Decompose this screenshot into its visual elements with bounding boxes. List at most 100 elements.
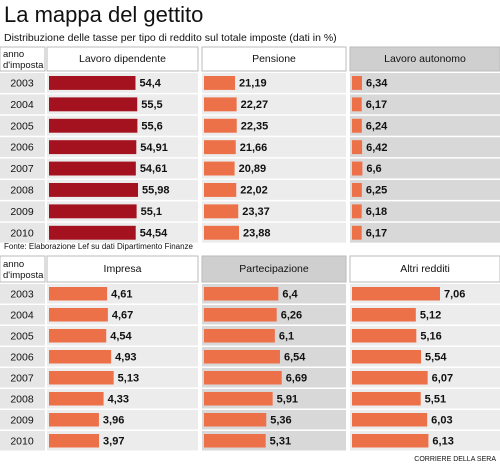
row-bg xyxy=(0,368,45,388)
row-bg xyxy=(202,73,346,93)
row-bg xyxy=(0,347,45,367)
bar xyxy=(49,329,107,343)
value-label: 5,36 xyxy=(270,414,291,426)
value-label: 21,66 xyxy=(240,142,268,154)
value-label: 4,54 xyxy=(110,330,132,342)
row-bg xyxy=(0,284,45,304)
column-header: Impresa xyxy=(104,263,142,275)
row-bg xyxy=(0,305,45,325)
value-label: 3,96 xyxy=(103,414,124,426)
bar xyxy=(352,329,417,343)
value-label: 54,54 xyxy=(140,227,168,239)
value-label: 4,67 xyxy=(112,309,133,321)
value-label: 6,6 xyxy=(366,163,381,175)
bar xyxy=(352,118,362,133)
row-bg xyxy=(0,389,45,409)
value-label: 6,26 xyxy=(281,309,302,321)
value-label: 6,69 xyxy=(286,372,307,384)
value-label: 6,42 xyxy=(366,142,387,154)
header-cell xyxy=(201,255,347,283)
row-bg xyxy=(350,180,500,200)
row-bg xyxy=(350,222,500,243)
row-bg xyxy=(0,410,45,430)
bar xyxy=(204,97,237,112)
value-label: 7,06 xyxy=(444,288,465,300)
bar xyxy=(49,371,114,385)
row-bg xyxy=(0,115,45,136)
column-header: Pensione xyxy=(252,53,296,65)
category-label: anno d'imposta xyxy=(3,49,44,71)
bar xyxy=(204,308,277,322)
bar xyxy=(204,76,236,90)
bar xyxy=(352,308,416,322)
column-header: Altri redditi xyxy=(400,263,450,275)
value-label: 4,93 xyxy=(115,351,136,363)
bar xyxy=(49,225,136,240)
value-label: 6,13 xyxy=(432,435,453,447)
bar xyxy=(49,392,104,406)
value-label: 6,18 xyxy=(366,206,387,218)
bar xyxy=(352,76,362,90)
value-label: 6,03 xyxy=(431,414,452,426)
value-label: 3,97 xyxy=(103,435,124,447)
bar xyxy=(352,97,362,112)
year-label: 2008 xyxy=(10,184,34,196)
row-bg xyxy=(202,115,346,136)
bar xyxy=(204,161,235,176)
bar xyxy=(204,183,237,197)
year-label: 2009 xyxy=(10,414,34,426)
header-cell xyxy=(46,46,199,72)
value-label: 55,5 xyxy=(141,99,162,111)
header-cell xyxy=(349,255,500,283)
year-label: 2004 xyxy=(10,99,34,111)
value-label: 6,17 xyxy=(366,99,387,111)
bar xyxy=(204,225,239,240)
value-label: 55,1 xyxy=(141,206,162,218)
value-label: 5,54 xyxy=(425,351,447,363)
row-bg xyxy=(0,137,45,158)
value-label: 55,98 xyxy=(142,185,170,197)
row-bg xyxy=(202,137,346,158)
bar xyxy=(352,204,362,219)
value-label: 6,07 xyxy=(432,372,453,384)
row-bg xyxy=(350,158,500,179)
bar xyxy=(49,97,138,112)
row-bg xyxy=(0,158,45,179)
bar xyxy=(49,350,112,364)
value-label: 6,34 xyxy=(366,78,388,90)
bar xyxy=(49,204,137,219)
value-label: 6,1 xyxy=(279,330,294,342)
value-label: 6,54 xyxy=(284,351,306,363)
value-label: 22,27 xyxy=(241,99,269,111)
bar xyxy=(352,140,363,155)
row-bg xyxy=(0,326,45,346)
value-label: 4,33 xyxy=(108,393,129,405)
bar xyxy=(49,118,138,133)
bar xyxy=(49,183,138,197)
year-label: 2008 xyxy=(10,393,34,405)
header-cell xyxy=(46,255,199,283)
header-cell xyxy=(0,255,46,283)
bar xyxy=(352,392,421,406)
value-label: 5,13 xyxy=(118,372,139,384)
row-bg xyxy=(0,431,45,451)
value-label: 6,17 xyxy=(366,227,387,239)
value-label: 23,88 xyxy=(243,227,271,239)
bar xyxy=(352,350,422,364)
row-bg xyxy=(0,201,45,222)
value-label: 54,91 xyxy=(140,142,168,154)
year-label: 2003 xyxy=(10,77,34,89)
value-label: 6,25 xyxy=(366,185,387,197)
row-bg xyxy=(202,180,346,200)
value-label: 6,24 xyxy=(366,120,388,132)
bar xyxy=(49,76,136,90)
year-label: 2005 xyxy=(10,120,34,132)
category-label: anno d'imposta xyxy=(3,259,44,281)
header-cell xyxy=(349,46,500,72)
subtitle: Distribuzione delle tasse per tipo di re… xyxy=(4,32,337,44)
bar xyxy=(204,287,279,301)
bar xyxy=(204,329,275,343)
row-bg xyxy=(0,222,45,243)
row-bg xyxy=(350,94,500,115)
bar xyxy=(204,118,237,133)
